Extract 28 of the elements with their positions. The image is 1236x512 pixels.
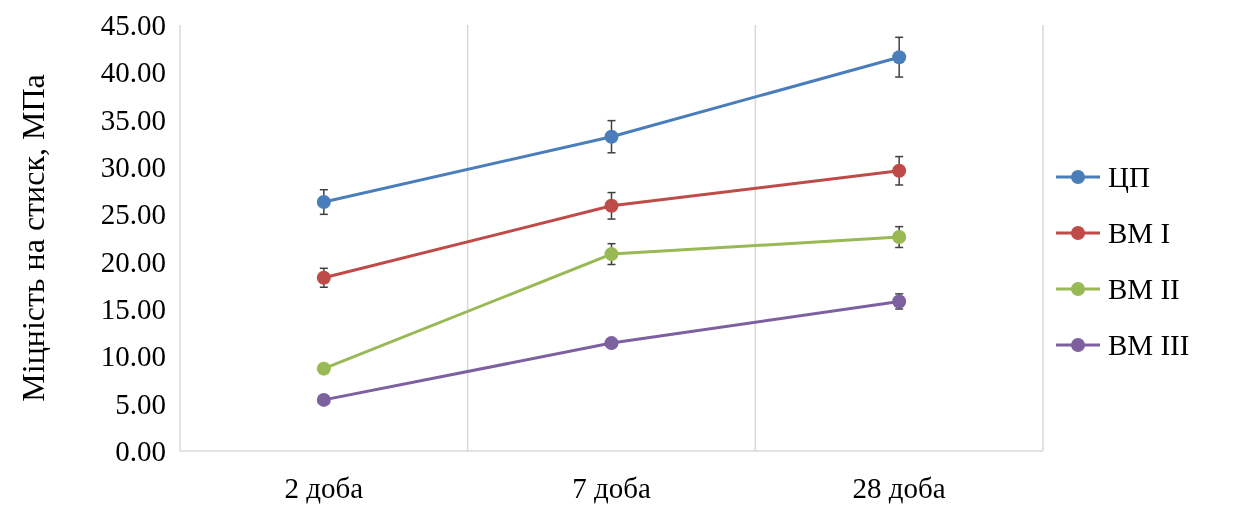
- y-tick-label: 10.00: [100, 340, 166, 373]
- y-tick-label: 20.00: [100, 245, 166, 278]
- point: [316, 361, 331, 376]
- point: [604, 336, 619, 351]
- legend-label: ВМ I: [1108, 217, 1171, 250]
- y-tick-label: 45.00: [100, 9, 166, 42]
- legend-label: ВМ III: [1108, 329, 1190, 362]
- point: [892, 50, 907, 65]
- y-axis-title: Міцність на стиск, МПа: [15, 74, 51, 402]
- y-tick-label: 25.00: [100, 198, 166, 231]
- legend-label: ЦП: [1108, 161, 1150, 194]
- point: [604, 198, 619, 213]
- x-tick-label: 2 доба: [284, 472, 364, 504]
- x-tick-label: 28 доба: [852, 472, 946, 504]
- legend-label: ВМ II: [1108, 273, 1180, 306]
- y-tick-label: 15.00: [100, 293, 166, 326]
- point: [604, 247, 619, 262]
- y-tick-label: 40.00: [100, 56, 166, 89]
- point: [316, 195, 331, 210]
- point: [316, 392, 331, 407]
- y-tick-label: 35.00: [100, 103, 166, 136]
- y-tick-label: 5.00: [115, 387, 166, 420]
- y-tick-label: 30.00: [100, 151, 166, 184]
- y-tick-label: 0.00: [115, 435, 166, 468]
- x-tick-label: 7 доба: [572, 472, 651, 504]
- point: [892, 163, 907, 178]
- point: [604, 129, 619, 144]
- point: [892, 230, 907, 245]
